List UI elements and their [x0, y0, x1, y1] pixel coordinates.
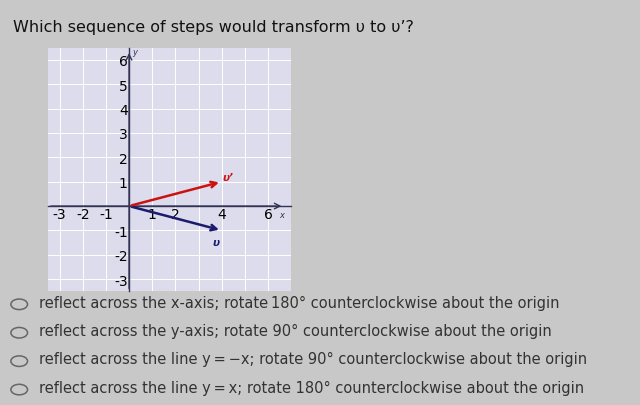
Text: y: y	[132, 48, 138, 57]
Text: υ: υ	[212, 237, 220, 247]
Text: reflect across the y-axis; rotate 90° counterclockwise about the origin: reflect across the y-axis; rotate 90° co…	[39, 323, 552, 338]
Text: reflect across the line y = −x; rotate 90° counterclockwise about the origin: reflect across the line y = −x; rotate 9…	[39, 352, 587, 367]
Text: reflect across the line y = x; rotate 180° counterclockwise about the origin: reflect across the line y = x; rotate 18…	[39, 380, 584, 395]
Text: x: x	[280, 211, 284, 220]
Text: Which sequence of steps would transform υ to υ’?: Which sequence of steps would transform …	[13, 20, 413, 35]
Text: reflect across the x-axis; rotate 180° counterclockwise about the origin: reflect across the x-axis; rotate 180° c…	[39, 295, 559, 310]
Text: υ’: υ’	[223, 173, 234, 183]
